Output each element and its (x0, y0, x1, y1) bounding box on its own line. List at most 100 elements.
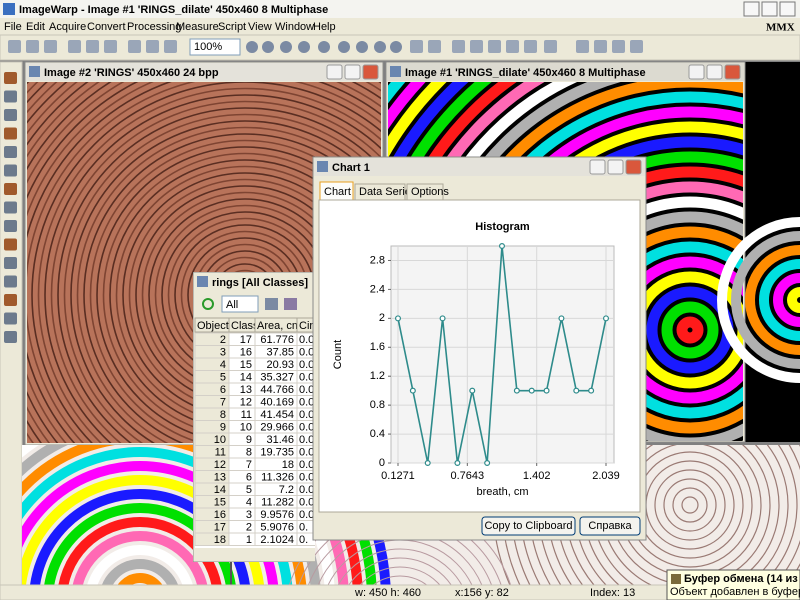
toolbar-button[interactable] (128, 40, 141, 53)
menu-item[interactable]: View (248, 21, 272, 33)
tool-button[interactable] (4, 312, 17, 325)
toolbar-button[interactable] (8, 40, 21, 53)
tool-button[interactable] (4, 72, 17, 84)
menu-item[interactable]: Window (275, 21, 314, 33)
x-axis-label: breath, cm (477, 486, 529, 498)
menu-item[interactable]: File (4, 21, 22, 33)
menu-item[interactable]: Processing (127, 21, 181, 33)
toolbar-button[interactable] (356, 41, 368, 53)
table-cell-text: 5.9076 (260, 521, 294, 533)
menu-item[interactable]: Acquire (49, 21, 86, 33)
image1-window-close-button[interactable] (724, 64, 741, 80)
y-tick-label: 2 (379, 312, 385, 324)
toolbar-button[interactable] (44, 40, 57, 53)
table-tool[interactable] (265, 298, 278, 310)
menu-item[interactable]: Measure (176, 21, 219, 33)
table-cell-text: 11.282 (261, 496, 294, 508)
toolbar-button[interactable] (630, 40, 643, 53)
tool-button[interactable] (4, 183, 17, 195)
chart-window-close-button[interactable] (625, 159, 642, 175)
toolbar-button[interactable] (452, 40, 465, 53)
tool-button[interactable] (4, 164, 17, 177)
button[interactable] (579, 516, 641, 536)
filter-value[interactable]: All (226, 299, 238, 311)
toolbar-button[interactable] (390, 41, 402, 53)
toolbar-button[interactable] (524, 40, 537, 53)
toolbar-button[interactable] (544, 40, 557, 53)
toolbar-button[interactable] (488, 40, 501, 53)
tool-button[interactable] (4, 275, 17, 288)
button-label[interactable]: Copy to Clipboard (484, 520, 572, 532)
toolbar-button[interactable] (338, 41, 350, 53)
table-cell-text: 2.1024 (260, 534, 294, 546)
tab-label[interactable]: Chart (324, 186, 351, 198)
toolbar-button[interactable] (86, 40, 99, 53)
toolbar-button[interactable] (594, 40, 607, 53)
tool-button[interactable] (4, 90, 17, 103)
toolbar-button[interactable] (374, 41, 386, 53)
image2-window-close-button[interactable] (362, 64, 379, 80)
table-cell-text: 0.0 (299, 346, 314, 358)
toolbar-button[interactable] (246, 41, 258, 53)
zoom-box[interactable] (189, 38, 241, 56)
image2-window-max-button[interactable] (344, 64, 361, 80)
phase-ring (58, 517, 222, 585)
menu-item[interactable]: Convert (87, 21, 126, 33)
table-cell-text: 11.326 (261, 471, 294, 483)
tool-button[interactable] (4, 238, 17, 251)
menu-item[interactable]: Edit (26, 21, 45, 33)
image2-window-min-button[interactable] (326, 64, 343, 80)
table-tool[interactable] (284, 298, 297, 310)
toolbar-button[interactable] (428, 40, 441, 53)
toolbar-button[interactable] (26, 40, 39, 53)
toolbar-button[interactable] (104, 40, 117, 53)
tool-button[interactable] (4, 109, 17, 121)
filter-box[interactable] (221, 295, 259, 313)
app-close-button[interactable] (779, 1, 796, 17)
app-min-button[interactable] (743, 1, 760, 17)
image1-window-max-button[interactable] (706, 64, 723, 80)
tool-button[interactable] (4, 146, 17, 158)
toolbar-button[interactable] (298, 41, 310, 53)
wood-ring (89, 139, 381, 443)
wood-ring (57, 107, 381, 443)
tool-button[interactable] (4, 331, 17, 343)
table-cell-text: 0.0 (299, 384, 314, 396)
toolbar-button[interactable] (68, 40, 81, 53)
wood-ring (83, 133, 381, 443)
app-max-button[interactable] (761, 1, 778, 17)
toolbar-button[interactable] (318, 41, 330, 53)
data-point (439, 315, 446, 322)
tool-button[interactable] (4, 127, 17, 140)
toolbar-button[interactable] (470, 40, 483, 53)
toolbar-button[interactable] (612, 40, 625, 53)
tool-button[interactable] (4, 294, 17, 306)
toolbar-button[interactable] (506, 40, 519, 53)
table-cell-text: 61.776 (260, 334, 294, 346)
button[interactable] (481, 516, 576, 536)
button-label[interactable]: Справка (588, 520, 632, 532)
data-point (498, 243, 505, 250)
table-cell-text: 6 (220, 384, 226, 396)
table-cell-text: 2 (246, 521, 252, 533)
toolbar-button[interactable] (576, 40, 589, 53)
image1-window-min-button[interactable] (688, 64, 705, 80)
menu-item[interactable]: Help (313, 21, 336, 33)
table-cell-text: 12 (240, 396, 252, 408)
menu-item[interactable]: Script (218, 21, 246, 33)
tool-button[interactable] (4, 257, 17, 269)
table-cell-text: 16 (214, 509, 226, 521)
refresh-button[interactable] (202, 298, 214, 310)
toolbar-button[interactable] (410, 40, 423, 53)
tool-button[interactable] (4, 220, 17, 232)
toolbar-button[interactable] (262, 41, 274, 53)
chart-window-max-button[interactable] (607, 159, 624, 175)
tab-label[interactable]: Options (411, 186, 449, 198)
toolbar-button[interactable] (164, 40, 177, 53)
tool-button[interactable] (4, 201, 17, 214)
toolbar-button[interactable] (280, 41, 292, 53)
table-cell-text: 9 (220, 421, 226, 433)
toolbar-button[interactable] (146, 40, 159, 53)
chart-window-min-button[interactable] (589, 159, 606, 175)
tab-label[interactable]: Data Series (359, 186, 417, 198)
